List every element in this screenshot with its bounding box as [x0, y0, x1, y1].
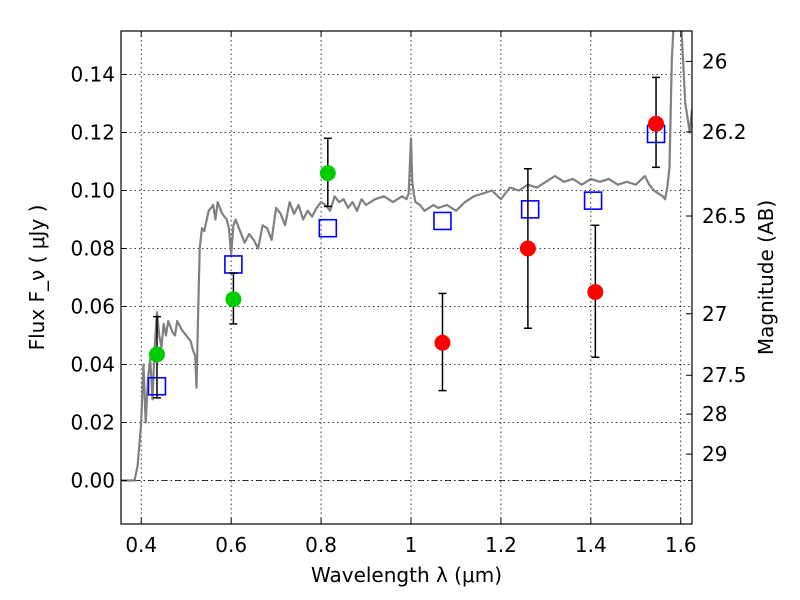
right-tick-label: 26.5 — [702, 204, 747, 228]
x-tick-label: 1 — [405, 533, 418, 557]
optical-data-point — [319, 165, 336, 182]
x-tick-label: 1.6 — [665, 533, 697, 557]
y-tick-label: 0.02 — [70, 411, 115, 435]
model-flux-square — [583, 191, 603, 210]
y-tick-label: 0.08 — [70, 237, 115, 261]
optical-data-point — [225, 291, 242, 308]
model-spectrum-line — [121, 31, 692, 482]
plot-area — [121, 31, 692, 482]
model-flux-square — [520, 200, 540, 219]
x-tick-label: 0.6 — [215, 533, 247, 557]
y-tick-label: 0.00 — [70, 469, 115, 493]
y-axis-label: Flux F_ν ( μJy ) — [25, 205, 49, 351]
x-tick-label: 1.4 — [575, 533, 607, 557]
right-tick-label: 29 — [702, 442, 727, 466]
right-tick-label: 26 — [702, 49, 727, 73]
nir-data-point — [519, 240, 536, 257]
right-tick-label: 28 — [702, 402, 727, 426]
y-tick-label: 0.06 — [70, 295, 115, 319]
y-tick-label: 0.04 — [70, 353, 115, 377]
right-tick-label: 27 — [702, 302, 727, 326]
model-flux-square — [433, 211, 452, 231]
x-tick-label: 1.2 — [485, 533, 517, 557]
y-tick-label: 0.12 — [70, 121, 115, 145]
model-flux-square — [224, 255, 243, 274]
grid-lines — [121, 31, 692, 524]
nir-data-point — [648, 115, 665, 132]
nir-data-point — [587, 284, 604, 300]
right-axis-label: Magnitude (AB) — [754, 200, 778, 355]
optical-data-point — [148, 346, 165, 363]
right-tick-label: 27.5 — [702, 363, 747, 387]
model-flux-square — [318, 218, 338, 238]
axis-ticks: 0.4 0.6 0.8 1 1.2 1.4 1.6 0.00 0.02 0.04 0.06 0.08 0… — [70, 31, 747, 557]
nir-data-point — [434, 334, 451, 351]
y-tick-label: 0.10 — [70, 179, 115, 203]
x-axis-label: Wavelength λ (μm) — [311, 563, 502, 587]
y-tick-label: 0.14 — [70, 63, 115, 87]
x-tick-label: 0.8 — [305, 533, 337, 557]
right-tick-label: 26.2 — [702, 120, 747, 144]
x-tick-label: 0.4 — [125, 533, 157, 557]
plot-frame — [120, 30, 693, 525]
